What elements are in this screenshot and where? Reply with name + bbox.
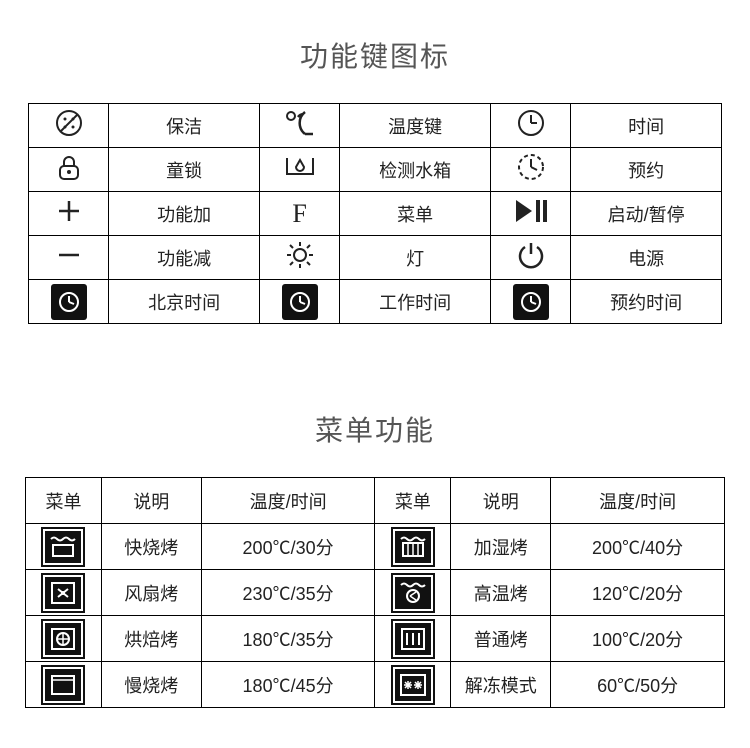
menu-desc-cell: 普通烤 [451,616,551,662]
label-cell: 电源 [571,236,722,280]
th-desc-2: 说明 [451,478,551,524]
lamp-icon [285,240,315,270]
menu-icon-cell [26,616,102,662]
oven-defrost-icon [393,667,433,703]
icon-cell [259,104,339,148]
icon-cell [259,236,339,280]
label-cell: 功能减 [109,236,260,280]
oven-slow-icon [43,667,83,703]
oven-fan-icon [43,575,83,611]
oven-hightemp-icon [393,575,433,611]
icon-cell [490,104,570,148]
th-menu-2: 菜单 [375,478,451,524]
menu-desc-cell: 烘焙烤 [101,616,201,662]
oven-grill-fast-icon [43,529,83,565]
clock-resv-icon [513,284,549,320]
timer-icon [516,152,546,182]
menu-desc-cell: 慢烧烤 [101,662,201,708]
menu-desc-cell: 风扇烤 [101,570,201,616]
clean-icon [54,108,84,138]
menu-icon-cell [375,570,451,616]
oven-steam-icon [393,529,433,565]
label-cell: 预约时间 [571,280,722,324]
clock-bj-icon [51,284,87,320]
plus-icon [55,197,83,225]
label-cell: 工作时间 [340,280,491,324]
menu-tt-cell: 200℃/30分 [201,524,375,570]
menu-tt-cell: 100℃/20分 [551,616,725,662]
menu-icon-cell [375,616,451,662]
label-cell: 预约 [571,148,722,192]
menu-tt-cell: 180℃/35分 [201,616,375,662]
menu-tt-cell: 200℃/40分 [551,524,725,570]
label-cell: 灯 [340,236,491,280]
icon-cell [29,280,109,324]
th-menu: 菜单 [26,478,102,524]
minus-icon [55,241,83,269]
water-icon [283,152,317,182]
menu-icon-cell [375,662,451,708]
menu-icon-cell [26,570,102,616]
icon-cell [490,148,570,192]
th-desc: 说明 [101,478,201,524]
icon-cell [259,280,339,324]
oven-normal-icon [393,621,433,657]
label-cell: 北京时间 [109,280,260,324]
label-cell: 保洁 [109,104,260,148]
F-icon: F [292,199,306,229]
oven-bake-icon [43,621,83,657]
clock-icon [516,108,546,138]
label-cell: 童锁 [109,148,260,192]
icon-cell [490,236,570,280]
section-title-2: 菜单功能 [0,409,750,449]
label-cell: 时间 [571,104,722,148]
menu-tt-cell: 60℃/50分 [551,662,725,708]
menu-icon-cell [26,524,102,570]
lock-icon [56,152,82,182]
menu-tt-cell: 180℃/45分 [201,662,375,708]
menu-tt-cell: 230℃/35分 [201,570,375,616]
label-cell: 功能加 [109,192,260,236]
icon-cell [29,148,109,192]
temp-icon [283,108,317,138]
icon-cell [29,192,109,236]
menu-tt-cell: 120℃/20分 [551,570,725,616]
label-cell: 启动/暂停 [571,192,722,236]
th-tt-2: 温度/时间 [551,478,725,524]
icon-cell [490,280,570,324]
playpause-icon [514,198,548,224]
menu-desc-cell: 快烧烤 [101,524,201,570]
icon-cell: F [259,192,339,236]
label-cell: 检测水箱 [340,148,491,192]
menu-function-table: 菜单 说明 温度/时间 菜单 说明 温度/时间 快烧烤200℃/30分 加湿烤20… [25,477,725,708]
label-cell: 菜单 [340,192,491,236]
icon-cell [29,236,109,280]
section-title-1: 功能键图标 [0,35,750,75]
menu-desc-cell: 加湿烤 [451,524,551,570]
menu-icon-cell [375,524,451,570]
power-icon [516,240,546,270]
th-tt: 温度/时间 [201,478,375,524]
icon-cell [259,148,339,192]
menu-icon-cell [26,662,102,708]
icon-cell [29,104,109,148]
clock-work-icon [282,284,318,320]
menu-desc-cell: 解冻模式 [451,662,551,708]
function-icons-table: 保洁 温度键 时间童锁 检测水箱 预约功能加 F 菜单 启动/暂停功能减 灯 电源北京时间 工作时间… [28,103,722,324]
icon-cell [490,192,570,236]
menu-desc-cell: 高温烤 [451,570,551,616]
label-cell: 温度键 [340,104,491,148]
